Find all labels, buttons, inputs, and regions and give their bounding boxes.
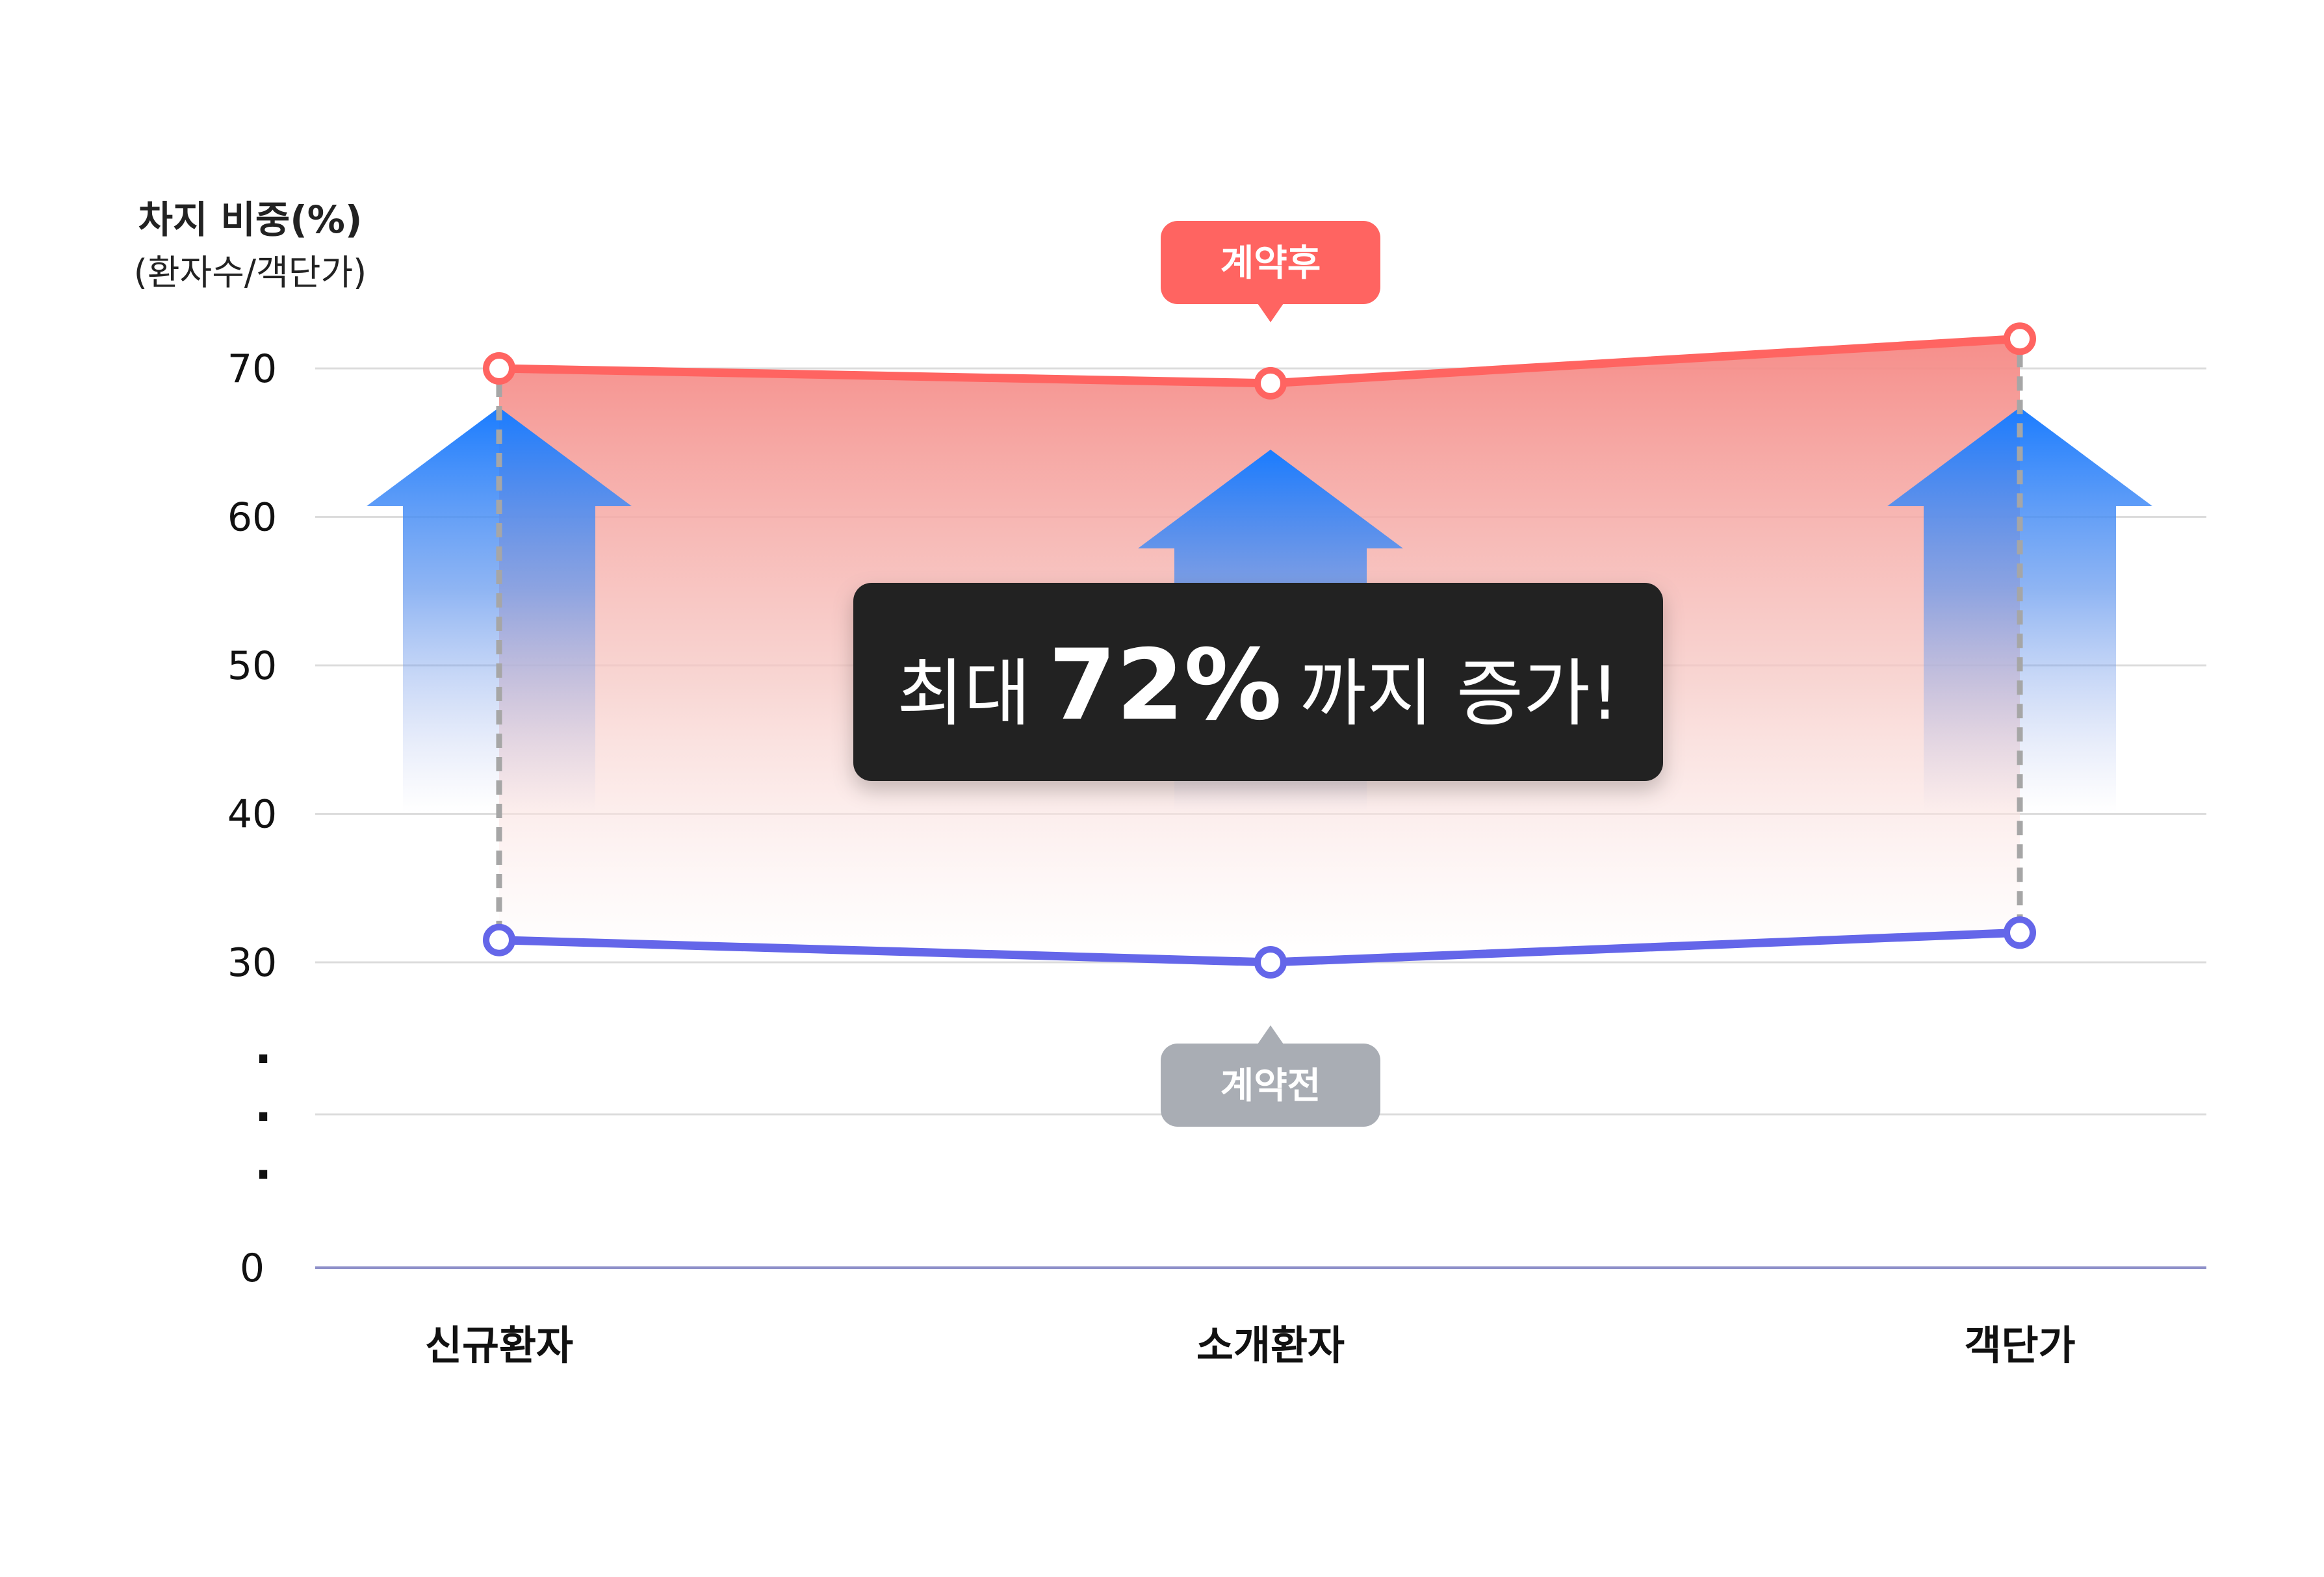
y-axis-subtitle: (환자수/객단가) bbox=[134, 252, 367, 293]
annotation-value: 72% bbox=[1048, 629, 1282, 742]
annotation-post: 까지 증가! bbox=[1299, 652, 1620, 736]
data-point-after bbox=[2007, 326, 2033, 352]
data-point-before bbox=[2007, 919, 2033, 945]
data-point-before bbox=[486, 927, 512, 953]
x-tick-label: 소개환자 bbox=[1196, 1322, 1345, 1369]
y-tick-label: 50 bbox=[227, 643, 277, 689]
y-tick-label: 30 bbox=[227, 940, 277, 986]
series-tag-pointer bbox=[1258, 303, 1284, 322]
axis-break-dot: · bbox=[255, 1090, 272, 1144]
axis-break-dot: · bbox=[255, 1032, 272, 1086]
annotation-pre: 최대 bbox=[897, 652, 1031, 736]
series-tag-pointer bbox=[1258, 1025, 1284, 1044]
y-tick-label: 70 bbox=[227, 346, 277, 392]
axis-break-dot: · bbox=[255, 1148, 272, 1201]
x-axis: 신규환자 소개환자 객단가 bbox=[425, 1322, 2076, 1369]
series-tag-label: 계약전 bbox=[1220, 1065, 1321, 1107]
y-tick-label: 40 bbox=[227, 792, 277, 838]
data-point-before bbox=[1258, 949, 1284, 975]
y-tick-label: 0 bbox=[240, 1246, 265, 1291]
series-tag-label: 계약후 bbox=[1220, 242, 1321, 285]
annotation-banner: 최대 72% 까지 증가! bbox=[853, 583, 1663, 781]
y-axis-title: 차지 비중(%) bbox=[138, 198, 363, 242]
y-tick-label: 60 bbox=[227, 495, 277, 541]
x-tick-label: 신규환자 bbox=[425, 1322, 573, 1369]
data-point-after bbox=[486, 355, 512, 381]
series-tag-after: 계약후 bbox=[1161, 221, 1380, 322]
x-tick-label: 객단가 bbox=[1964, 1322, 2075, 1369]
data-point-after bbox=[1258, 370, 1284, 396]
series-tag-before: 계약전 bbox=[1161, 1025, 1380, 1127]
